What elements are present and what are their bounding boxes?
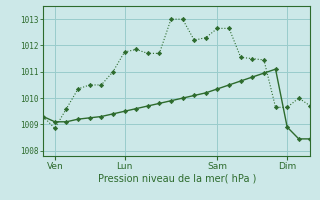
X-axis label: Pression niveau de la mer( hPa ): Pression niveau de la mer( hPa ) — [98, 173, 256, 183]
